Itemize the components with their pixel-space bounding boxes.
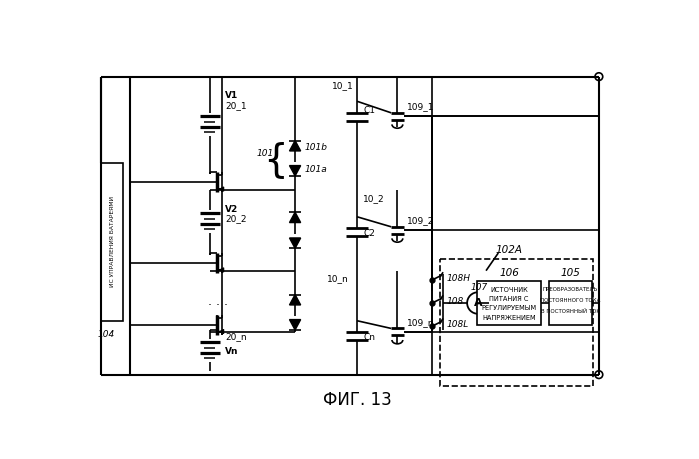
Text: 20_1: 20_1	[225, 101, 247, 111]
Bar	[101, 163, 123, 321]
Text: Cn: Cn	[363, 333, 375, 342]
Text: A: A	[474, 298, 482, 308]
Text: V2: V2	[225, 205, 238, 213]
Text: 10_1: 10_1	[332, 81, 354, 90]
Text: 102A: 102A	[496, 245, 523, 255]
Text: 108H: 108H	[446, 274, 470, 283]
Text: 101: 101	[257, 149, 274, 158]
Text: НАПРЯЖЕНИЕМ: НАПРЯЖЕНИЕМ	[482, 315, 536, 321]
Bar	[440, 259, 593, 386]
Text: 109_2: 109_2	[407, 216, 434, 225]
Text: 106: 106	[499, 268, 519, 278]
Text: 109_1: 109_1	[407, 102, 434, 111]
Text: ИСТОЧНИК: ИСТОЧНИК	[490, 287, 528, 293]
Bar	[477, 281, 541, 325]
Text: 10_n: 10_n	[327, 274, 349, 283]
Text: В ПОСТОЯННЫЙ ТОК: В ПОСТОЯННЫЙ ТОК	[541, 309, 600, 314]
Text: Vn: Vn	[225, 347, 239, 356]
Text: 20_2: 20_2	[225, 215, 247, 224]
Text: 107: 107	[470, 283, 487, 292]
Text: 101b: 101b	[304, 143, 327, 152]
Polygon shape	[289, 166, 301, 176]
Text: 109_n: 109_n	[407, 318, 434, 327]
Text: V1: V1	[225, 91, 238, 101]
Polygon shape	[289, 212, 301, 223]
Text: ПИТАНИЯ С: ПИТАНИЯ С	[489, 296, 528, 302]
Text: ФИГ. 13: ФИГ. 13	[324, 391, 392, 409]
Text: 108L: 108L	[446, 320, 468, 329]
Text: . . .: . . .	[208, 295, 228, 308]
Bar	[549, 281, 592, 325]
Polygon shape	[289, 140, 301, 151]
Text: 101a: 101a	[304, 164, 327, 174]
Polygon shape	[289, 319, 301, 330]
Text: 105: 105	[561, 268, 581, 278]
Text: C2: C2	[363, 229, 375, 238]
Text: ПРЕОБРАЗОВАТЕЛЬ: ПРЕОБРАЗОВАТЕЛЬ	[543, 287, 598, 292]
Text: 10_2: 10_2	[363, 195, 385, 204]
Text: C1: C1	[363, 106, 375, 115]
Polygon shape	[289, 238, 301, 248]
Text: РЕГУЛИРУЕМЫМ: РЕГУЛИРУЕМЫМ	[482, 305, 537, 311]
Text: {: {	[264, 141, 288, 179]
Text: 20_n: 20_n	[225, 332, 247, 341]
Polygon shape	[289, 295, 301, 305]
Text: 108: 108	[446, 297, 463, 306]
Text: 104: 104	[97, 330, 115, 339]
Text: ПОСТОЯННОГО ТОКА: ПОСТОЯННОГО ТОКА	[540, 298, 600, 303]
Text: ИС УПРАВЛЕНИЯ БАТАРЕЯМИ: ИС УПРАВЛЕНИЯ БАТАРЕЯМИ	[110, 196, 115, 287]
